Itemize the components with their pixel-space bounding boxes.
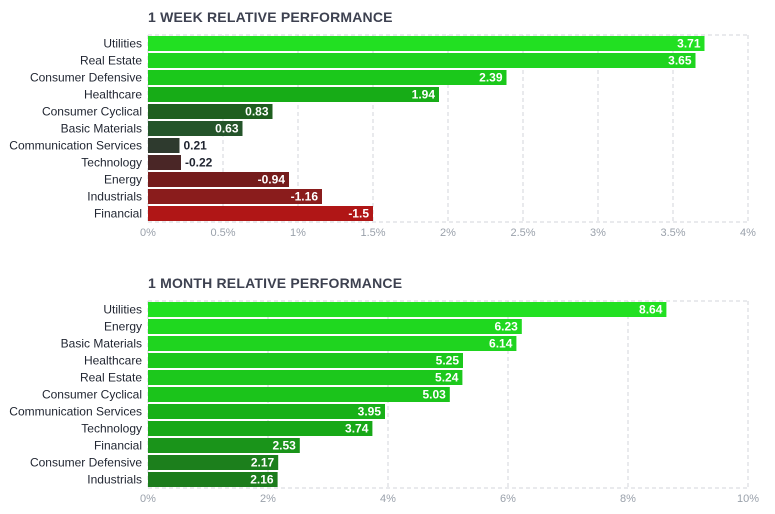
month-bar	[148, 438, 300, 453]
week-category-label: Technology	[81, 156, 142, 170]
week-tick-label: 2.5%	[510, 227, 535, 239]
month-bar	[148, 387, 450, 402]
month-value-label: 5.24	[435, 371, 459, 385]
month-category-label: Energy	[104, 320, 142, 334]
week-bar	[148, 87, 439, 102]
month-value-label: 6.23	[494, 320, 518, 334]
month-category-label: Industrials	[87, 473, 142, 487]
week-tick-label: 0%	[140, 227, 156, 239]
week-value-label: -0.22	[185, 156, 213, 170]
month-category-label: Healthcare	[84, 354, 142, 368]
week-value-label: -1.5	[348, 207, 369, 221]
month-value-label: 2.16	[250, 473, 274, 487]
month-category-label: Financial	[94, 439, 142, 453]
month-value-label: 5.03	[422, 388, 446, 402]
month-bar	[148, 353, 463, 368]
week-category-label: Financial	[94, 207, 142, 221]
week-category-label: Industrials	[87, 190, 142, 204]
month-bar	[148, 404, 385, 419]
month-category-label: Technology	[81, 422, 142, 436]
week-category-label: Healthcare	[84, 88, 142, 102]
week-bar	[148, 70, 507, 85]
week-bar	[148, 36, 705, 51]
week-value-label: 0.21	[184, 139, 208, 153]
month-category-label: Basic Materials	[61, 337, 142, 351]
week-chart-title: 1 WEEK RELATIVE PERFORMANCE	[148, 9, 393, 25]
week-value-label: -1.16	[291, 190, 319, 204]
week-bar	[148, 104, 273, 119]
week-tick-label: 3.5%	[660, 227, 685, 239]
month-value-label: 5.25	[436, 354, 460, 368]
month-tick-label: 2%	[260, 493, 276, 505]
week-bar	[148, 189, 322, 204]
month-bar	[148, 319, 522, 334]
week-value-label: 0.83	[245, 105, 269, 119]
week-bar	[148, 121, 243, 136]
week-bar	[148, 172, 289, 187]
week-value-label: 3.71	[677, 37, 701, 51]
month-bar	[148, 421, 373, 436]
week-tick-label: 0.5%	[210, 227, 235, 239]
month-bar	[148, 472, 278, 487]
month-bar	[148, 302, 667, 317]
month-tick-label: 4%	[380, 493, 396, 505]
week-bar	[148, 53, 696, 68]
month-category-label: Communication Services	[9, 405, 142, 419]
week-category-label: Energy	[104, 173, 142, 187]
week-bar	[148, 155, 181, 170]
week-value-label: -0.94	[258, 173, 286, 187]
month-category-label: Consumer Cyclical	[42, 388, 142, 402]
week-category-label: Basic Materials	[61, 122, 142, 136]
month-value-label: 2.17	[251, 456, 275, 470]
week-value-label: 1.94	[412, 88, 436, 102]
month-tick-label: 0%	[140, 493, 156, 505]
week-tick-label: 1.5%	[360, 227, 385, 239]
week-value-label: 0.63	[215, 122, 239, 136]
week-category-label: Communication Services	[9, 139, 142, 153]
month-tick-label: 10%	[737, 493, 759, 505]
week-tick-label: 1%	[290, 227, 306, 239]
month-category-label: Utilities	[103, 303, 142, 317]
month-performance-chart: 0% 2% 4% 6% 8% 10% Utilities 8.64 Energy 6.23 Basi…	[9, 300, 759, 505]
month-category-label: Consumer Defensive	[30, 456, 142, 470]
month-chart-title: 1 MONTH RELATIVE PERFORMANCE	[148, 275, 403, 291]
month-tick-label: 6%	[500, 493, 516, 505]
month-value-label: 3.74	[345, 422, 369, 436]
week-category-label: Consumer Defensive	[30, 71, 142, 85]
week-bar	[148, 206, 373, 221]
week-performance-chart: 0% 0.5% 1% 1.5% 2% 2.5% 3% 3.5% 4% Utilities 3.71 R…	[9, 34, 756, 239]
month-bar	[148, 455, 279, 470]
month-value-label: 3.95	[358, 405, 382, 419]
month-tick-label: 8%	[620, 493, 636, 505]
month-value-label: 6.14	[489, 337, 513, 351]
week-bar	[148, 138, 180, 153]
week-tick-label: 2%	[440, 227, 456, 239]
week-category-label: Utilities	[103, 37, 142, 51]
month-category-label: Real Estate	[80, 371, 142, 385]
week-value-label: 2.39	[479, 71, 503, 85]
week-category-label: Real Estate	[80, 54, 142, 68]
month-bar	[148, 336, 517, 351]
month-bar	[148, 370, 463, 385]
week-value-label: 3.65	[668, 54, 692, 68]
month-value-label: 8.64	[639, 303, 663, 317]
week-tick-label: 3%	[590, 227, 606, 239]
week-category-label: Consumer Cyclical	[42, 105, 142, 119]
week-tick-label: 4%	[740, 227, 756, 239]
month-value-label: 2.53	[272, 439, 296, 453]
